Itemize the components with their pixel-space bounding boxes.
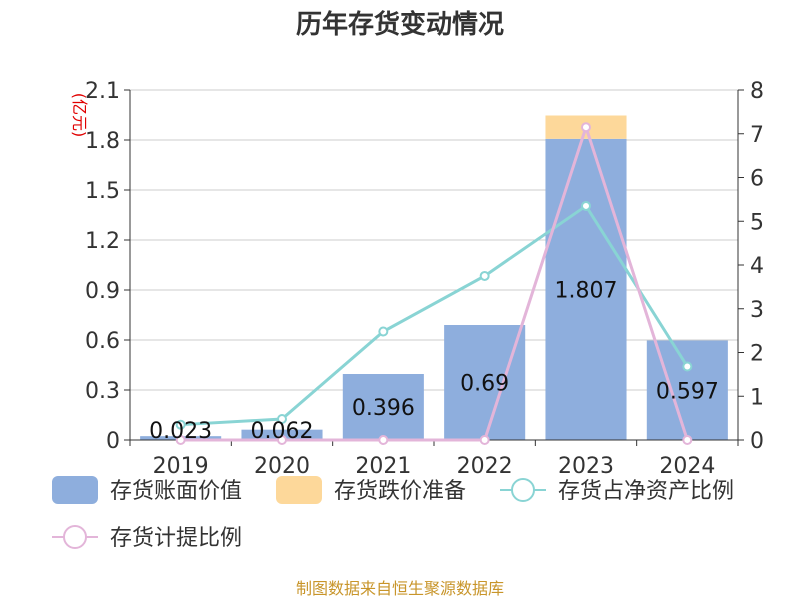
y-right-tick-label: 4 (750, 254, 764, 279)
y-left-tick-label: 1.8 (85, 129, 120, 154)
x-tick-label: 2023 (558, 454, 614, 479)
x-tick-label: 2024 (659, 454, 715, 479)
chart-title: 历年存货变动情况 (296, 9, 504, 40)
legend-swatch-bar (52, 476, 98, 504)
x-tick-label: 2021 (355, 454, 411, 479)
y-right-tick-label: 5 (750, 210, 764, 235)
y-left-tick-label: 0.9 (85, 279, 120, 304)
point-net-asset-ratio (479, 270, 490, 281)
bar-value-label: 0.023 (149, 419, 212, 444)
y-right-tick-label: 1 (750, 385, 764, 410)
bar-book-value (342, 374, 424, 440)
x-tick-label: 2020 (254, 454, 310, 479)
bar-value-label: 0.69 (460, 372, 509, 397)
point-net-asset-ratio (682, 361, 693, 372)
y-left-tick-label: 1.5 (85, 179, 120, 204)
y-right-tick-label: 0 (750, 429, 764, 454)
legend-label: 存货跌价准备 (334, 479, 466, 504)
y-right-tick-label: 7 (750, 123, 764, 148)
point-provision-ratio (479, 435, 490, 445)
point-net-asset-ratio (277, 414, 287, 424)
legend-label: 存货账面价值 (110, 479, 242, 504)
line-layer (175, 122, 693, 445)
legend-swatch-bar (276, 476, 322, 504)
point-net-asset-ratio (378, 326, 389, 337)
bar-value-label: 0.597 (656, 379, 719, 404)
y-right-tick-label: 3 (750, 298, 764, 323)
legend-swatch-marker (511, 478, 535, 502)
bar-book-value (241, 429, 323, 440)
y-right-tick-label: 8 (750, 79, 764, 104)
label-layer: 0.023 0.062 0.396 0.69 1.807 0.597 (149, 278, 719, 444)
line-net-asset-ratio (180, 203, 689, 427)
y-left-tick-label: 1.2 (85, 229, 120, 254)
y-left-tick-label: 2.1 (85, 79, 120, 104)
legend-swatch-marker (63, 525, 87, 549)
point-provision-ratio (175, 435, 186, 445)
y-left-tick-label: 0.3 (85, 379, 120, 404)
bar-value-label: 0.062 (251, 419, 314, 444)
bar-book-value (444, 325, 526, 440)
grid-layer (130, 89, 738, 391)
bar-value-label: 0.396 (352, 396, 415, 421)
legend-label: 存货计提比例 (110, 526, 242, 551)
axis-layer: 0 0.3 0.6 0.9 1.2 1.5 1.8 2.1 0 1 2 3 4 5 6 7 8 2019 2020 2… (85, 79, 764, 479)
unit-label: (亿元) (70, 93, 89, 138)
y-right-tick-label: 2 (750, 342, 764, 367)
point-net-asset-ratio (175, 419, 186, 430)
bar-book-value (545, 138, 627, 441)
legend-label: 存货占净资产比例 (558, 479, 734, 504)
point-provision-ratio (581, 122, 591, 133)
bar-value-label: 1.807 (555, 278, 618, 303)
point-provision-ratio (277, 435, 287, 445)
source-text: 制图数据来自恒生聚源数据库 (296, 579, 504, 598)
point-provision-ratio (378, 435, 389, 445)
y-left-tick-label: 0.6 (85, 329, 120, 354)
x-tick-label: 2019 (153, 454, 209, 479)
y-right-tick-label: 6 (750, 167, 764, 192)
y-left-tick-label: 0 (106, 429, 120, 454)
bar-layer (140, 115, 728, 441)
point-net-asset-ratio (581, 200, 591, 211)
line-provision-ratio (180, 122, 689, 442)
point-provision-ratio (682, 435, 693, 445)
x-tick-label: 2022 (457, 454, 513, 479)
